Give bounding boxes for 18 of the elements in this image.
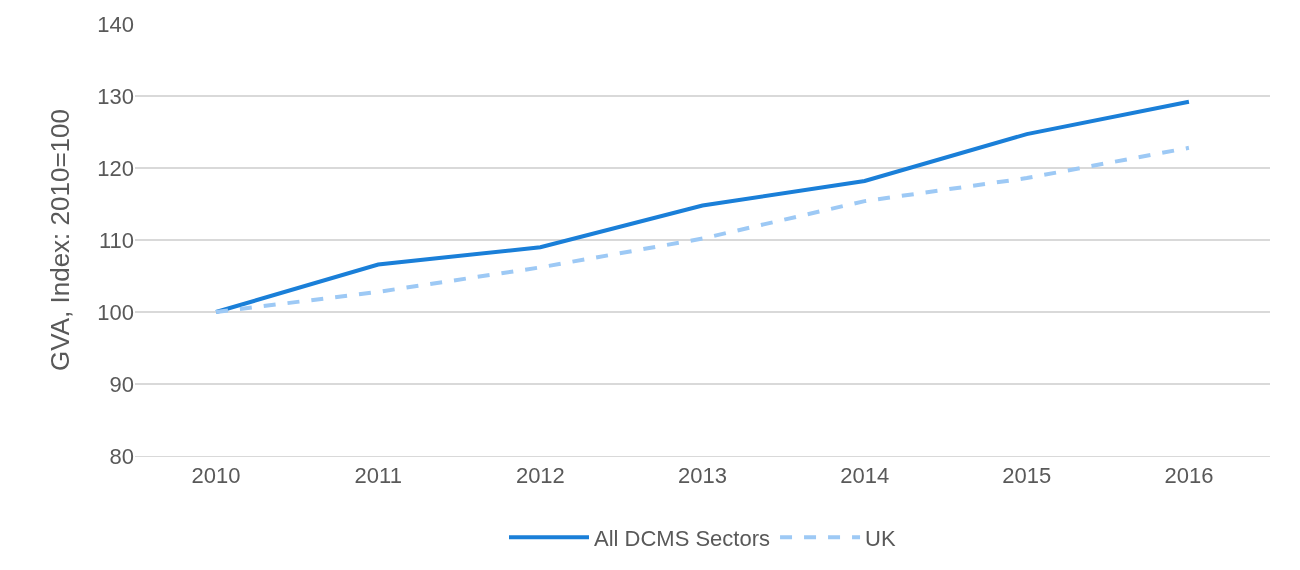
y-axis-title: GVA, Index: 2010=100	[44, 109, 75, 371]
legend-label: UK	[865, 525, 896, 551]
x-tick-label: 2010	[191, 463, 241, 489]
y-tick-label: 110	[98, 227, 134, 253]
line-series	[214, 145, 1191, 314]
x-tick-label: 2016	[1164, 463, 1214, 489]
x-tick-label: 2012	[515, 463, 565, 489]
legend-label: All DCMS Sectors	[594, 525, 771, 551]
x-tick-label: 2011	[354, 463, 402, 489]
x-tick-label: 2014	[840, 463, 890, 489]
y-tick-label: 80	[109, 443, 134, 469]
y-tick-label: 90	[109, 371, 134, 397]
x-tick-label: 2015	[1002, 463, 1052, 489]
y-tick-label: 100	[97, 299, 134, 325]
y-tick-label: 120	[97, 155, 134, 181]
x-tick-label: 2013	[678, 463, 727, 489]
y-tick-label: 140	[97, 11, 134, 37]
y-tick-label: 130	[97, 83, 134, 109]
